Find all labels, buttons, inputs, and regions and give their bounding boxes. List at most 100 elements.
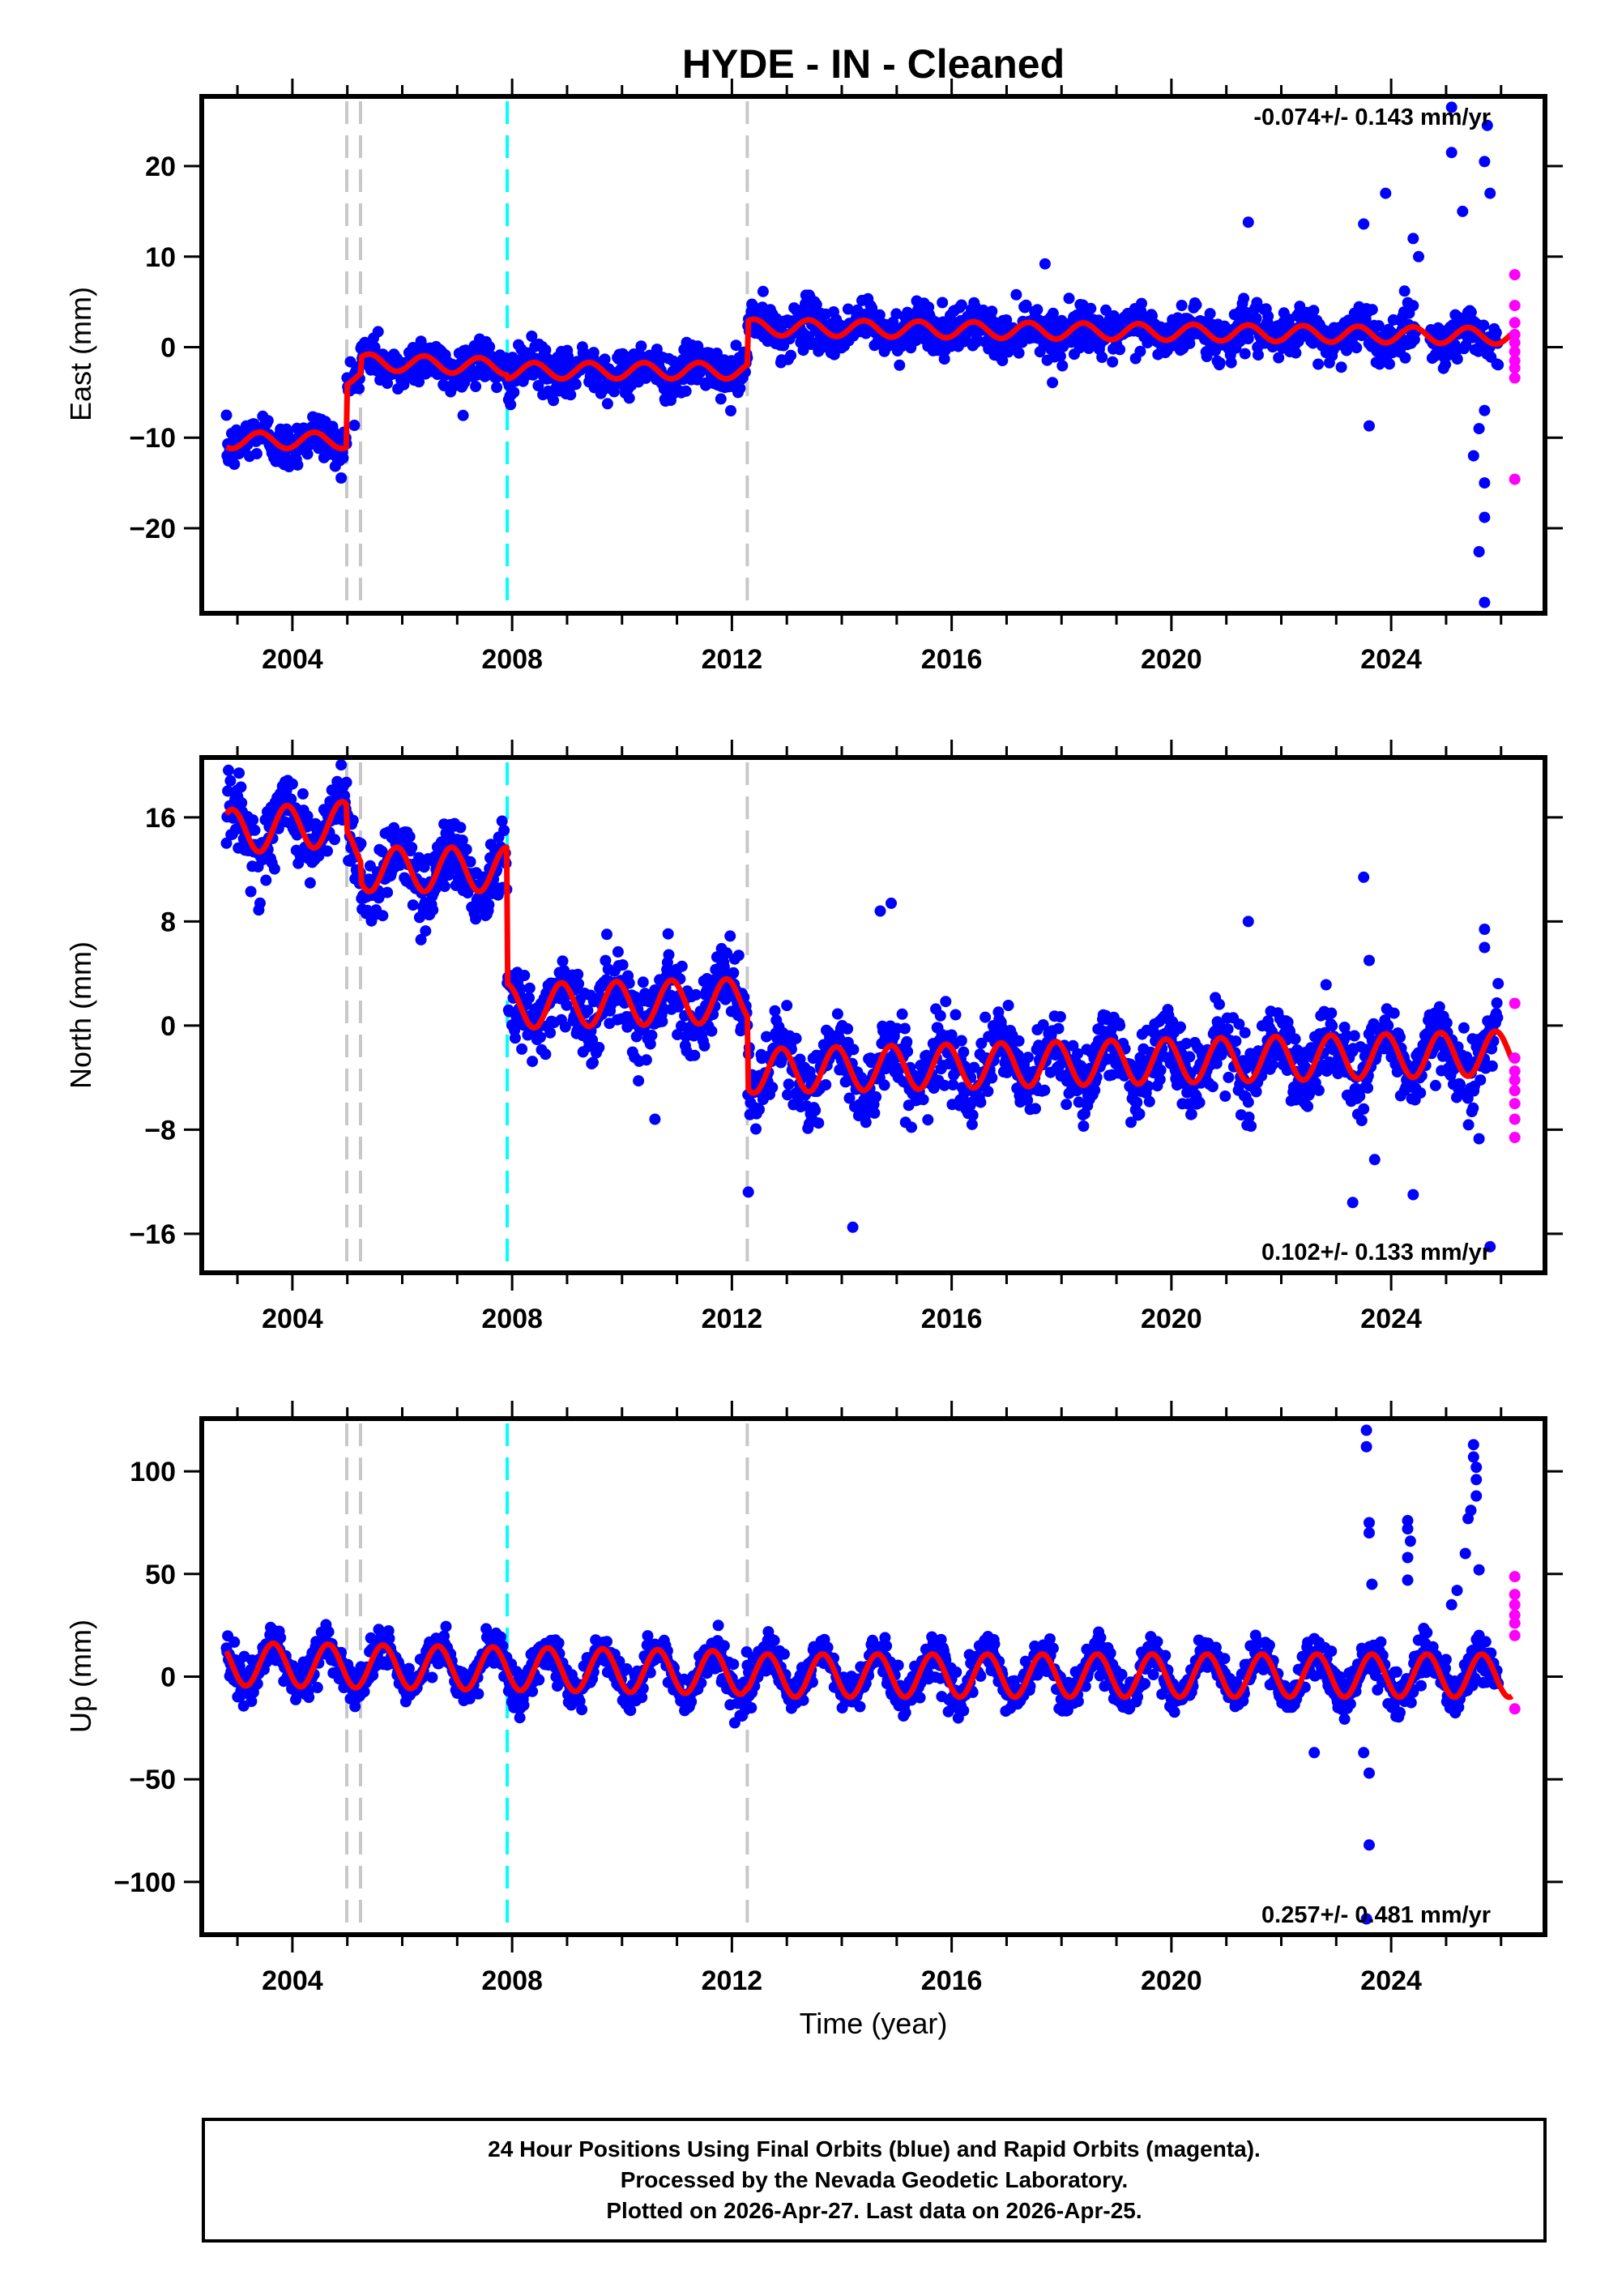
- final-orbit-point: [870, 1090, 882, 1103]
- final-orbit-point: [757, 285, 769, 297]
- final-orbit-point: [1134, 345, 1146, 357]
- final-orbit-point: [540, 344, 552, 356]
- final-orbit-point: [869, 1107, 881, 1119]
- final-orbit-point: [1273, 352, 1285, 364]
- final-orbit-point: [1047, 377, 1059, 389]
- x-tick-label: 2024: [1360, 1304, 1422, 1334]
- final-orbit-point: [496, 815, 508, 827]
- final-orbit-point: [1012, 1049, 1024, 1061]
- final-orbit-point: [1394, 1031, 1406, 1043]
- final-orbit-outlier: [1358, 871, 1370, 883]
- final-orbit-point: [1190, 299, 1202, 311]
- final-orbit-point: [778, 1648, 790, 1660]
- final-orbit-point: [1052, 1022, 1065, 1035]
- final-orbit-point: [842, 1022, 854, 1035]
- final-orbit-point: [576, 1704, 588, 1716]
- final-orbit-point: [1312, 358, 1325, 370]
- final-orbit-point: [388, 822, 400, 834]
- final-orbit-point: [945, 1029, 958, 1041]
- final-orbit-point: [1440, 358, 1452, 370]
- final-orbit-point: [601, 398, 613, 410]
- final-orbit-point: [601, 1636, 612, 1648]
- final-orbit-point: [689, 1049, 701, 1061]
- final-orbit-point: [1214, 357, 1226, 369]
- final-orbit-point: [623, 977, 635, 989]
- final-orbit-point: [484, 341, 496, 353]
- final-orbit-point: [1475, 1074, 1487, 1086]
- final-orbit-point: [1398, 285, 1411, 297]
- final-orbit-point: [894, 359, 906, 371]
- final-orbit-point: [1114, 344, 1126, 356]
- final-orbit-outlier: [886, 897, 897, 909]
- final-orbit-point: [337, 452, 349, 464]
- final-orbit-point: [1039, 1084, 1051, 1096]
- final-orbit-point: [1072, 1048, 1084, 1060]
- final-orbit-point: [304, 877, 316, 889]
- final-orbit-point: [1175, 1021, 1186, 1033]
- rapid-orbit-point: [1509, 372, 1521, 384]
- final-orbit-point: [1210, 1057, 1223, 1069]
- final-orbit-point: [1490, 326, 1502, 339]
- final-orbit-point: [768, 1634, 780, 1646]
- final-orbit-point: [672, 1029, 684, 1041]
- final-orbit-point: [997, 355, 1009, 367]
- final-orbit-point: [769, 1005, 781, 1017]
- final-orbit-point: [1407, 300, 1419, 312]
- final-orbit-point: [587, 347, 600, 359]
- final-orbit-point: [820, 1079, 832, 1090]
- final-orbit-point: [222, 785, 234, 797]
- north-plot-area: [220, 759, 1521, 1273]
- final-orbit-point: [427, 904, 439, 916]
- final-orbit-point: [470, 913, 482, 925]
- final-orbit-point: [617, 959, 629, 971]
- final-orbit-point: [938, 353, 950, 365]
- north-rate-text: 0.102+/- 0.133 mm/yr: [1261, 1240, 1491, 1265]
- rapid-orbit-point: [1509, 300, 1521, 312]
- final-orbit-point: [1262, 310, 1274, 322]
- final-orbit-point: [440, 1620, 452, 1632]
- final-orbit-point: [781, 1000, 793, 1012]
- y-tick-label: 0: [160, 1011, 176, 1042]
- east-model-line: [224, 316, 1514, 452]
- rapid-orbit-point: [1509, 1085, 1521, 1097]
- final-orbit-point: [1302, 1100, 1314, 1112]
- final-orbit-point: [966, 1118, 978, 1130]
- x-tick-label: 2016: [921, 644, 983, 675]
- final-orbit-point: [544, 1026, 557, 1039]
- final-orbit-point: [508, 386, 520, 399]
- final-orbit-point: [335, 472, 348, 484]
- final-orbit-point: [548, 395, 560, 407]
- final-orbit-point: [785, 349, 797, 361]
- figure-title: HYDE - IN - Cleaned: [682, 41, 1065, 87]
- final-orbit-point: [1467, 1102, 1479, 1114]
- final-orbit-point: [950, 1009, 962, 1021]
- final-orbit-point: [1348, 1030, 1360, 1042]
- final-orbit-point: [1193, 1096, 1206, 1108]
- final-orbit-point: [790, 1032, 802, 1044]
- final-orbit-point: [311, 1682, 323, 1693]
- final-orbit-outlier: [1479, 156, 1491, 168]
- final-orbit-outlier: [1479, 477, 1491, 489]
- final-orbit-point: [1266, 1059, 1278, 1071]
- final-orbit-point: [1037, 1019, 1049, 1031]
- final-orbit-point: [1457, 1022, 1470, 1034]
- final-orbit-point: [254, 897, 266, 909]
- final-orbit-point: [967, 1109, 979, 1121]
- final-orbit-point: [561, 999, 573, 1011]
- final-orbit-point: [514, 983, 527, 995]
- final-orbit-point: [260, 874, 272, 886]
- final-orbit-point: [1290, 347, 1302, 359]
- final-orbit-point: [1002, 1000, 1014, 1011]
- final-orbit-point: [940, 996, 952, 1008]
- final-orbit-point: [753, 1103, 765, 1116]
- final-orbit-point: [1242, 1096, 1254, 1108]
- final-orbit-point: [1454, 1078, 1466, 1090]
- rapid-orbit-point: [1509, 317, 1521, 329]
- final-orbit-point: [1335, 361, 1347, 373]
- final-orbit-point: [901, 1035, 913, 1048]
- final-orbit-point: [986, 305, 998, 318]
- final-orbit-point: [600, 954, 612, 967]
- final-orbit-point: [1384, 358, 1395, 370]
- final-orbit-point: [353, 382, 365, 395]
